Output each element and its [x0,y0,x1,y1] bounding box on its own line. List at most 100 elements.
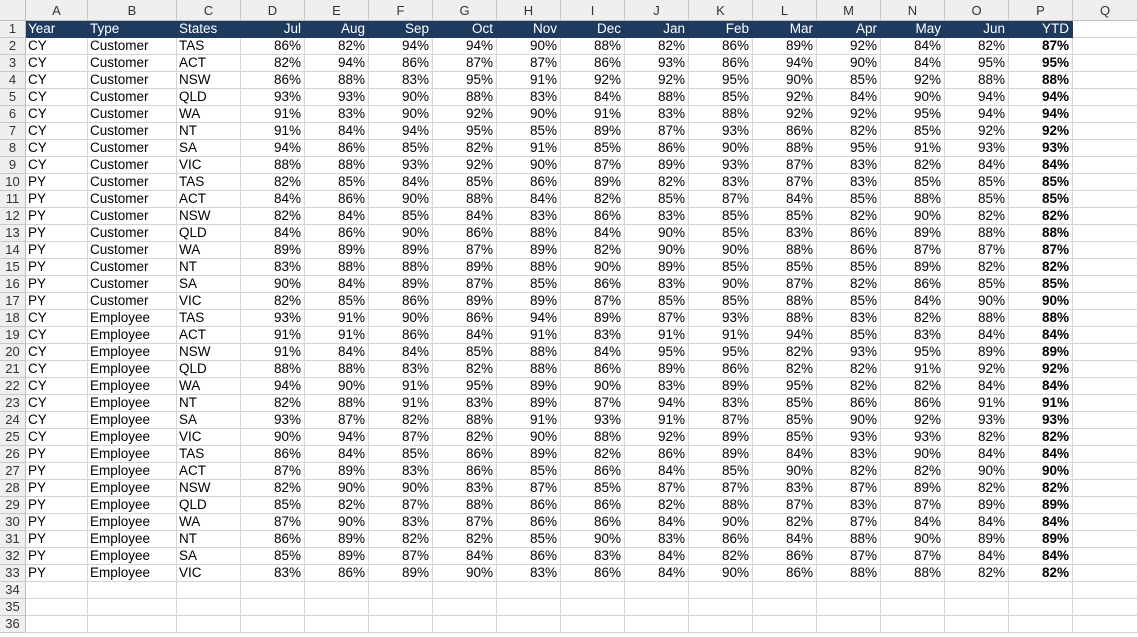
row-header-2[interactable]: 2 [0,38,26,55]
table-cell[interactable]: 94% [305,429,369,446]
table-cell[interactable]: VIC [177,293,241,310]
table-cell[interactable]: 91% [241,123,305,140]
table-cell[interactable]: 88% [305,72,369,89]
table-cell[interactable]: 91% [497,412,561,429]
table-cell[interactable]: 90% [241,429,305,446]
row-header-1[interactable]: 1 [0,21,26,38]
table-cell[interactable]: 90% [817,412,881,429]
table-cell[interactable]: PY [26,565,88,582]
row-header-5[interactable]: 5 [0,89,26,106]
table-cell[interactable]: 84% [753,446,817,463]
table-cell[interactable]: 85% [689,89,753,106]
table-cell[interactable]: 84% [433,208,497,225]
table-cell[interactable] [945,616,1009,633]
table-cell[interactable]: 87% [817,480,881,497]
table-cell[interactable]: 87% [433,242,497,259]
select-all-corner[interactable] [0,0,26,21]
table-cell[interactable]: 90% [561,531,625,548]
table-cell[interactable]: 91% [497,327,561,344]
table-cell[interactable]: 82% [241,293,305,310]
table-cell[interactable]: 88% [305,157,369,174]
table-cell[interactable] [26,582,88,599]
table-cell[interactable] [625,616,689,633]
table-cell[interactable]: 91% [1009,395,1073,412]
table-cell[interactable]: 86% [561,55,625,72]
table-cell[interactable]: 82% [1009,565,1073,582]
table-cell[interactable]: 82% [1009,429,1073,446]
table-cell[interactable]: 84% [625,514,689,531]
table-cell[interactable]: 89% [881,225,945,242]
table-cell[interactable]: 86% [881,276,945,293]
row-header-8[interactable]: 8 [0,140,26,157]
table-cell[interactable]: 94% [369,123,433,140]
table-cell[interactable]: CY [26,429,88,446]
table-cell[interactable]: 82% [241,55,305,72]
table-cell[interactable]: 83% [241,259,305,276]
table-cell[interactable]: 83% [433,480,497,497]
table-cell[interactable]: 89% [945,531,1009,548]
table-cell[interactable] [1073,548,1138,565]
table-cell[interactable]: Customer [88,106,177,123]
row-header-36[interactable]: 36 [0,616,26,633]
table-cell[interactable] [689,616,753,633]
table-cell[interactable]: 82% [945,565,1009,582]
table-cell[interactable]: 82% [753,361,817,378]
table-cell[interactable] [433,582,497,599]
table-cell[interactable]: 87% [561,157,625,174]
table-cell[interactable]: 89% [561,123,625,140]
table-cell[interactable]: 92% [753,106,817,123]
row-header-27[interactable]: 27 [0,463,26,480]
table-cell[interactable]: 88% [497,344,561,361]
row-header-35[interactable]: 35 [0,599,26,616]
table-cell[interactable]: 88% [817,565,881,582]
table-cell[interactable]: 94% [753,55,817,72]
table-cell[interactable]: 89% [561,310,625,327]
table-cell[interactable]: 90% [369,480,433,497]
row-header-33[interactable]: 33 [0,565,26,582]
table-cell[interactable]: 82% [433,140,497,157]
table-cell[interactable]: Customer [88,55,177,72]
table-cell[interactable]: 85% [1009,174,1073,191]
table-cell[interactable] [1009,582,1073,599]
header-cell[interactable]: Type [88,21,177,38]
table-cell[interactable]: Customer [88,72,177,89]
table-cell[interactable]: 92% [945,123,1009,140]
table-cell[interactable]: 95% [433,123,497,140]
table-cell[interactable]: 89% [689,446,753,463]
table-cell[interactable]: 85% [497,276,561,293]
table-cell[interactable]: 89% [945,344,1009,361]
table-cell[interactable]: 92% [753,89,817,106]
table-cell[interactable]: 83% [369,72,433,89]
table-cell[interactable]: 83% [625,531,689,548]
table-cell[interactable]: Customer [88,259,177,276]
table-cell[interactable]: 87% [241,514,305,531]
table-cell[interactable]: 95% [689,344,753,361]
table-cell[interactable]: 86% [305,565,369,582]
column-header-f[interactable]: F [369,0,433,21]
table-cell[interactable]: 87% [1009,242,1073,259]
table-cell[interactable]: 85% [881,174,945,191]
table-cell[interactable]: 82% [369,412,433,429]
table-cell[interactable]: 91% [561,106,625,123]
table-cell[interactable]: 83% [433,395,497,412]
table-cell[interactable]: 86% [369,55,433,72]
table-cell[interactable]: 83% [369,463,433,480]
table-cell[interactable]: 87% [497,55,561,72]
table-cell[interactable]: 94% [241,378,305,395]
table-cell[interactable]: 88% [689,497,753,514]
header-cell[interactable]: Jul [241,21,305,38]
table-cell[interactable]: 82% [625,497,689,514]
table-cell[interactable]: 88% [305,259,369,276]
table-cell[interactable] [26,616,88,633]
table-cell[interactable] [561,616,625,633]
table-cell[interactable]: 86% [497,174,561,191]
table-cell[interactable]: 90% [1009,463,1073,480]
row-header-25[interactable]: 25 [0,429,26,446]
table-cell[interactable]: 85% [433,344,497,361]
table-cell[interactable] [26,599,88,616]
table-cell[interactable]: 88% [881,191,945,208]
table-cell[interactable]: 82% [817,361,881,378]
table-cell[interactable]: ACT [177,191,241,208]
table-cell[interactable] [689,599,753,616]
row-header-24[interactable]: 24 [0,412,26,429]
